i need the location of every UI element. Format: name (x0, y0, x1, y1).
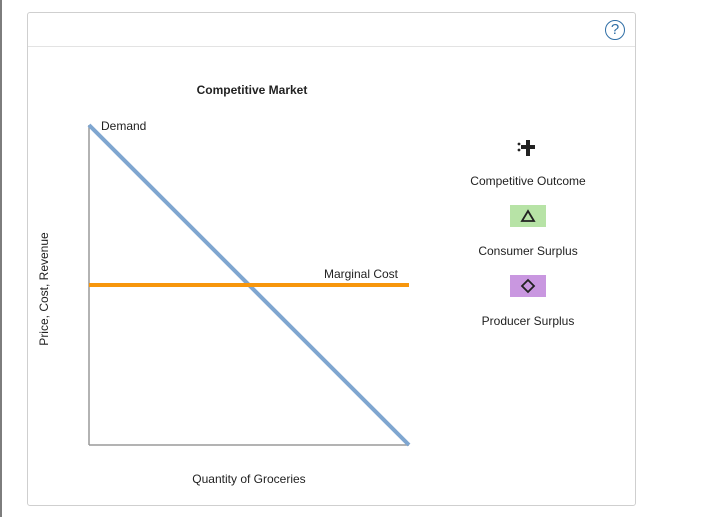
producer-surplus-swatch (510, 275, 546, 297)
consumer-surplus-swatch (510, 205, 546, 227)
legend-competitive-outcome[interactable]: Competitive Outcome (460, 136, 596, 190)
diamond-icon (510, 275, 546, 297)
triangle-icon (510, 205, 546, 227)
chart-title: Competitive Market (197, 83, 308, 97)
legend-label-producer-surplus: Producer Surplus (481, 314, 575, 328)
graph-panel: ? (27, 12, 636, 506)
help-button[interactable]: ? (605, 20, 625, 40)
legend-label-consumer-surplus: Consumer Surplus (478, 244, 578, 258)
window-left-edge (0, 0, 2, 517)
legend-consumer-surplus[interactable]: Consumer Surplus (460, 205, 596, 259)
legend-producer-surplus[interactable]: Producer Surplus (460, 275, 596, 329)
series-layer: Demand Marginal Cost (87, 119, 411, 447)
marginal-cost-label: Marginal Cost (324, 267, 399, 281)
legend-label-competitive-outcome: Competitive Outcome (470, 174, 586, 188)
panel-toolbar: ? (28, 13, 635, 47)
demand-label: Demand (101, 119, 146, 133)
plus-marker-icon (517, 140, 535, 156)
y-axis-label: Price, Cost, Revenue (37, 232, 51, 346)
x-axis-label: Quantity of Groceries (192, 472, 305, 486)
